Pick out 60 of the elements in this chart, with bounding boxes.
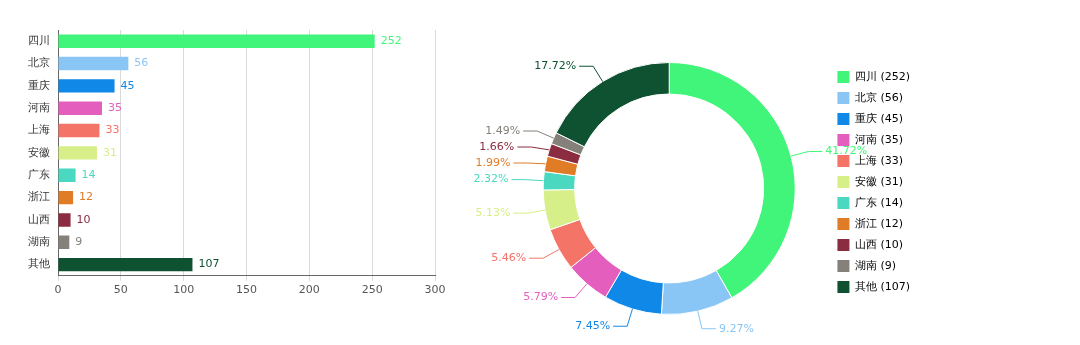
legend-label: 重庆 (45) — [854, 111, 903, 125]
y-tick-label: 上海 — [28, 123, 50, 137]
x-tick-label: 50 — [113, 283, 128, 297]
data-label: 1.99% — [475, 155, 511, 169]
data-label: 1.49% — [485, 123, 521, 137]
data-label: 17.72% — [534, 59, 577, 73]
bar — [58, 123, 100, 138]
legend-label: 广东 (14) — [854, 195, 903, 209]
bar — [58, 190, 74, 205]
legend-label: 北京 (56) — [854, 90, 903, 104]
data-label: 10 — [76, 212, 91, 226]
bar — [58, 56, 129, 71]
data-label: 9.27% — [718, 321, 754, 335]
legend-label: 河南 (35) — [854, 132, 903, 146]
data-label: 252 — [380, 34, 402, 48]
data-label: 9 — [75, 235, 83, 249]
data-label: 5.46% — [491, 251, 527, 265]
y-tick-label: 浙江 — [28, 190, 50, 204]
x-tick-label: 250 — [361, 283, 383, 297]
y-tick-label: 重庆 — [28, 78, 50, 92]
bar — [58, 146, 97, 160]
data-label: 35 — [107, 101, 122, 115]
bar — [58, 257, 193, 272]
data-label: 31 — [102, 145, 117, 159]
bar — [58, 79, 115, 93]
data-label: 2.32% — [473, 172, 509, 186]
legend-label: 浙江 (12) — [854, 216, 903, 230]
legend-label: 山西 (10) — [854, 237, 903, 251]
x-tick-label: 100 — [173, 283, 195, 297]
x-tick-label: 150 — [236, 283, 257, 297]
x-tick-label: 300 — [424, 283, 446, 297]
data-label: 1.66% — [479, 139, 515, 153]
y-tick-label: 广东 — [28, 168, 50, 182]
bar — [58, 101, 102, 115]
y-tick-label: 安徽 — [28, 145, 50, 159]
data-label: 14 — [81, 168, 96, 182]
data-label: 7.45% — [575, 319, 611, 333]
y-tick-label: 湖南 — [28, 235, 50, 249]
y-tick-label: 河南 — [28, 101, 50, 115]
y-tick-label: 四川 — [28, 34, 50, 48]
bar — [58, 213, 71, 227]
data-label: 56 — [134, 56, 149, 70]
bar — [58, 168, 76, 182]
legend-label: 其他 (107) — [854, 279, 910, 293]
data-label: 5.79% — [523, 290, 559, 304]
legend-label: 四川 (252) — [854, 69, 910, 83]
y-tick-label: 其他 — [28, 257, 50, 271]
bar — [58, 34, 375, 48]
y-tick-label: 北京 — [28, 56, 50, 70]
data-label: 12 — [79, 190, 94, 204]
data-label: 5.13% — [475, 206, 511, 220]
legend-label: 安徽 (31) — [854, 174, 903, 188]
x-tick-label: 200 — [298, 283, 320, 297]
y-tick-label: 山西 — [28, 212, 50, 226]
bar — [58, 235, 70, 249]
x-tick-label: 0 — [54, 283, 62, 297]
data-label: 45 — [120, 78, 135, 92]
data-label: 33 — [105, 123, 120, 137]
legend-label: 湖南 (9) — [854, 258, 896, 272]
data-label: 107 — [198, 257, 220, 271]
